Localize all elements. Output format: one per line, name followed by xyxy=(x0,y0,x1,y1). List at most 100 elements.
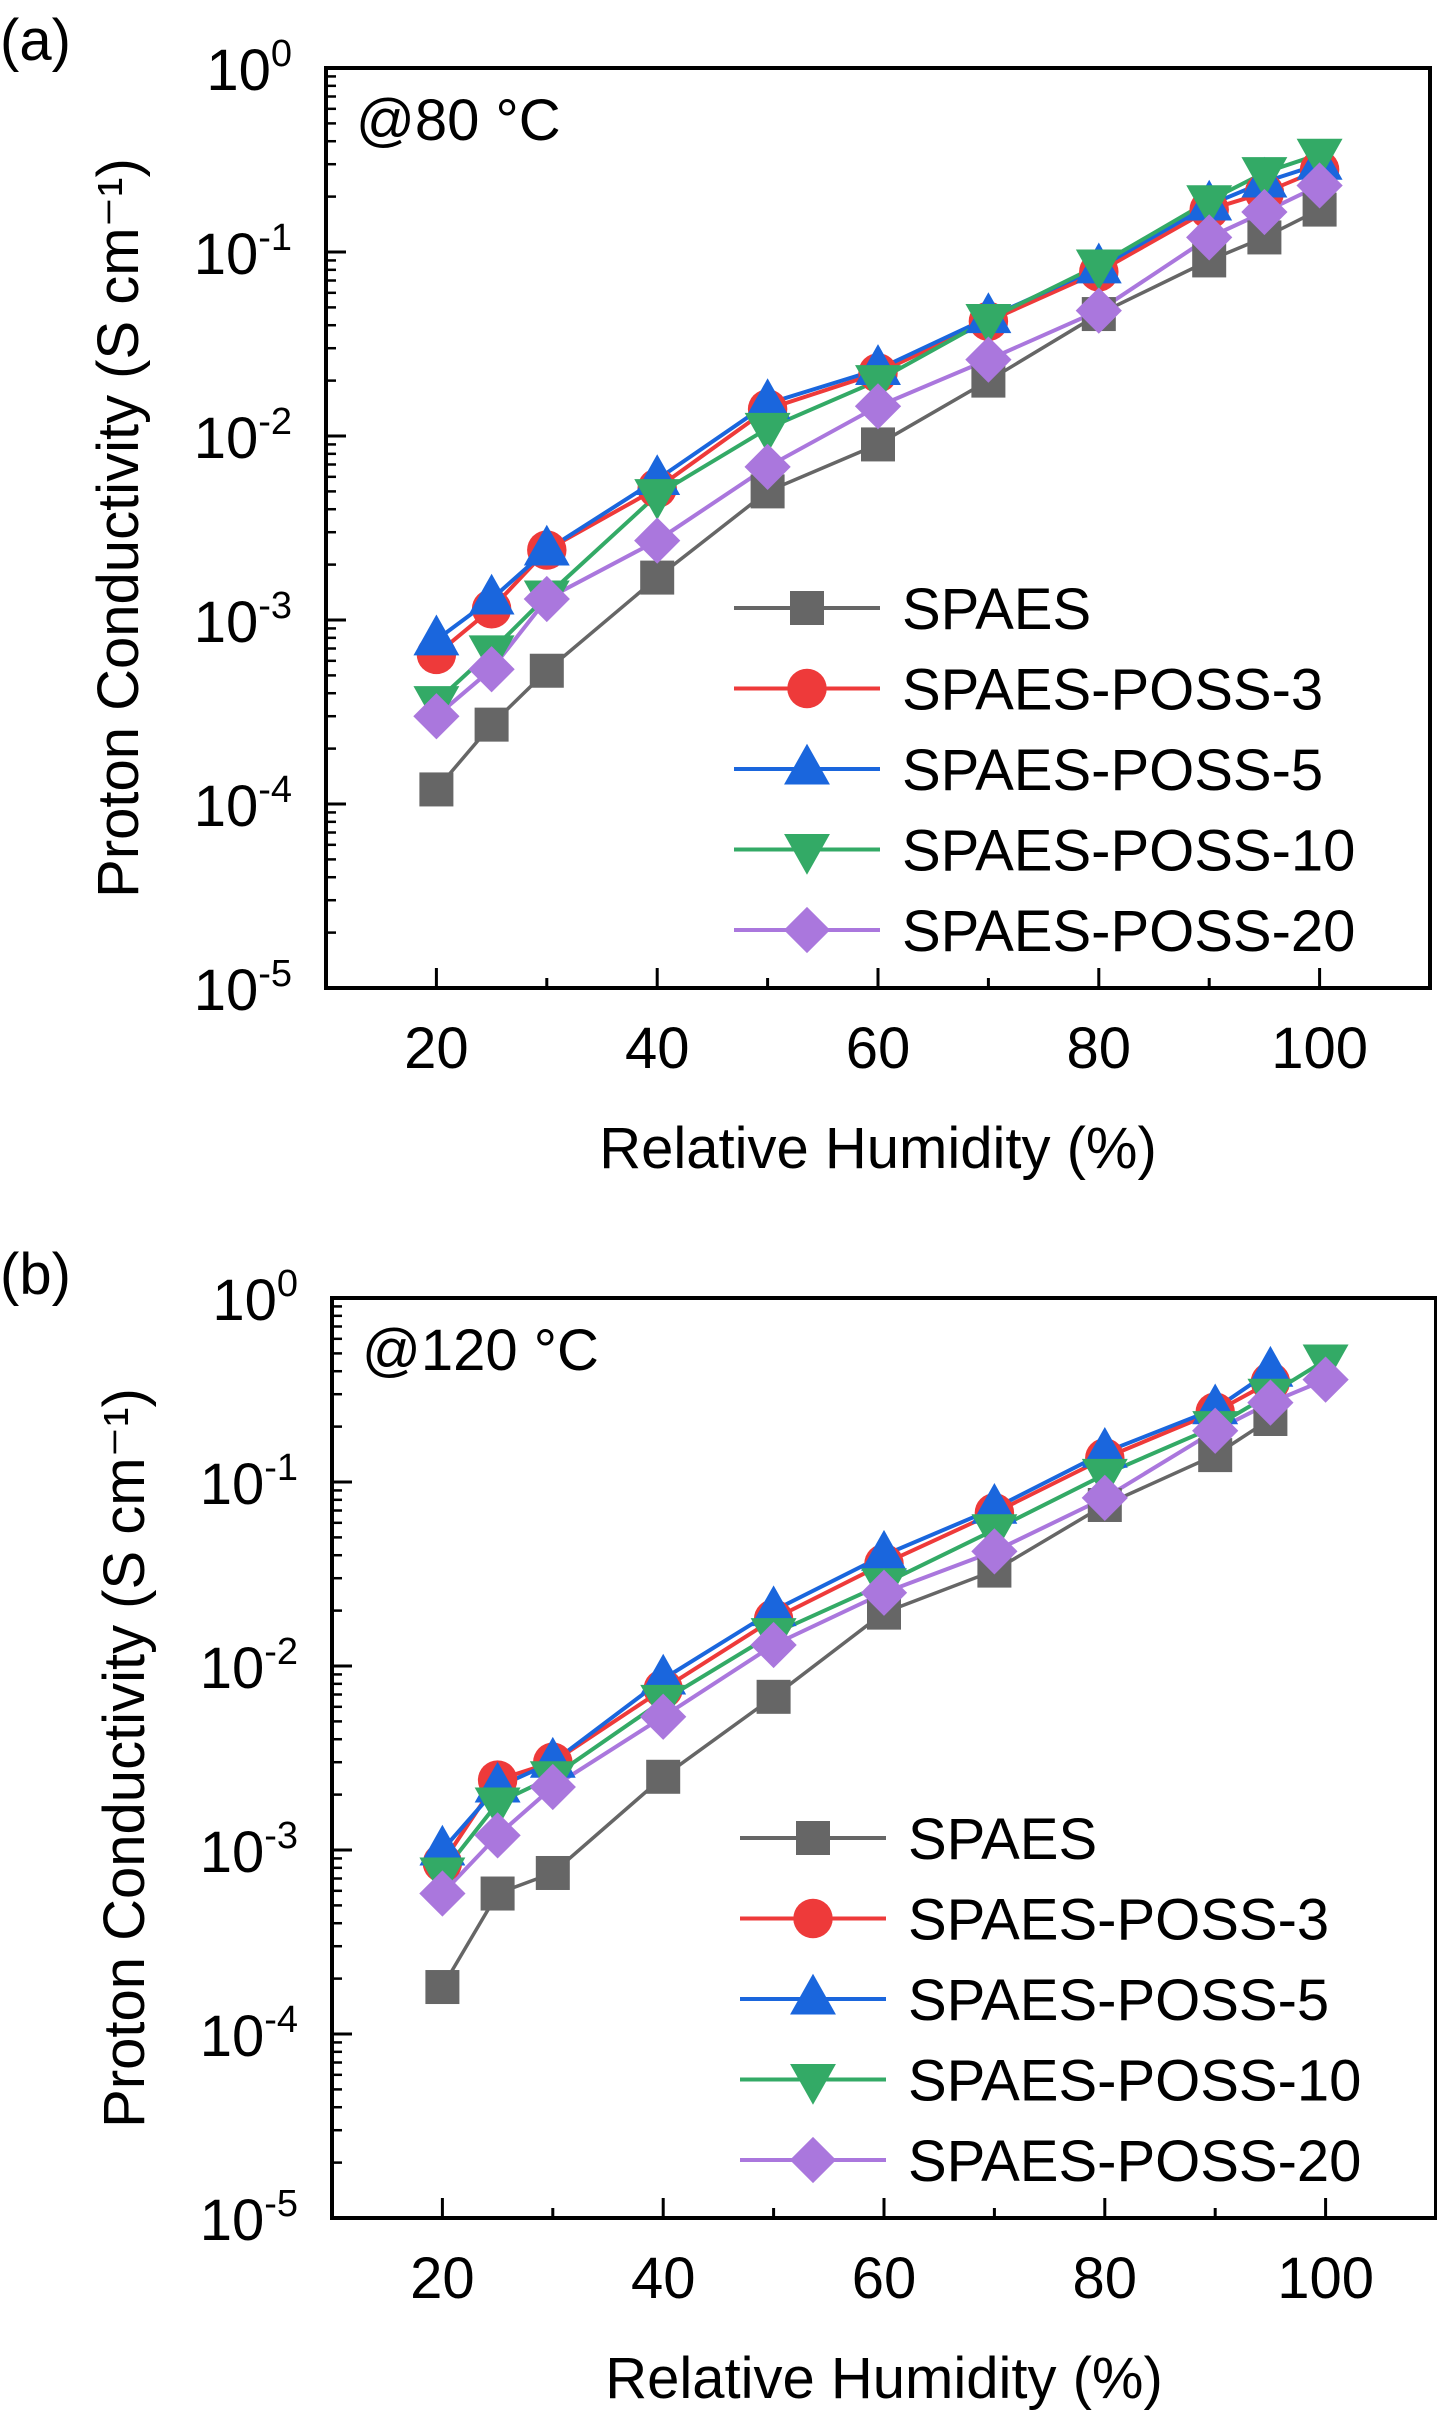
data-point-spaes xyxy=(535,1855,570,1890)
series-line-spaes-poss-5 xyxy=(440,1369,1272,1852)
x-tick-label: 100 xyxy=(1271,1016,1368,1081)
data-point-spaes-poss-5 xyxy=(750,1585,797,1627)
data-point-spaes-poss-20 xyxy=(468,646,515,693)
x-axis-label: Relative Humidity (%) xyxy=(599,1116,1157,1181)
data-point-spaes-poss-5 xyxy=(419,1824,466,1866)
data-point-spaes-poss-20 xyxy=(854,383,902,430)
legend-marker xyxy=(784,833,830,875)
y-tick-base: 10 xyxy=(200,1452,265,1517)
y-tick-exponent: 0 xyxy=(271,33,292,75)
y-tick-base: 10 xyxy=(194,958,259,1023)
data-point-spaes xyxy=(480,1876,515,1911)
y-tick-base: 10 xyxy=(212,1268,277,1333)
legend: SPAES SPAES-POSS-3 SPAES-POSS-5 SPAES-POSS-… xyxy=(740,1807,1361,2194)
data-point-spaes xyxy=(640,560,675,595)
y-tick-exponent: -5 xyxy=(258,953,292,995)
y-tick-label: 10-4 xyxy=(194,769,292,839)
y-tick-label: 10-3 xyxy=(200,1815,298,1885)
data-point-spaes-poss-5 xyxy=(744,378,791,420)
data-point-spaes-poss-10 xyxy=(744,412,791,454)
data-point-spaes-poss-10 xyxy=(1075,249,1122,291)
data-point-spaes-poss-20 xyxy=(523,575,570,623)
y-tick-base: 10 xyxy=(200,1636,265,1701)
data-point-spaes xyxy=(646,1759,681,1794)
y-tick-exponent: -2 xyxy=(264,1631,298,1673)
data-point-spaes-poss-5 xyxy=(1081,1427,1128,1468)
data-point-spaes-poss-20 xyxy=(1302,1356,1349,1403)
y-tick-label: 10-5 xyxy=(200,2183,298,2253)
data-point-spaes-poss-10 xyxy=(1186,185,1233,227)
data-point-spaes-poss-20 xyxy=(1247,1379,1294,1426)
data-point-spaes-poss-20 xyxy=(860,1569,908,1616)
legend-marker xyxy=(784,743,830,785)
legend-item: SPAES-POSS-20 xyxy=(734,899,1355,964)
y-tick-label: 10-4 xyxy=(200,1999,298,2069)
series-line-spaes xyxy=(440,1417,1272,1988)
data-point-spaes-poss-20 xyxy=(640,1693,687,1740)
x-tick-label: 20 xyxy=(410,2246,475,2311)
legend-label: SPAES-POSS-5 xyxy=(902,738,1323,803)
y-tick-base: 10 xyxy=(200,2004,265,2069)
y-tick-base: 10 xyxy=(200,1820,265,1885)
x-tick-label: 80 xyxy=(1073,2246,1138,2311)
legend-marker xyxy=(790,2063,836,2105)
data-point-spaes-poss-20 xyxy=(413,693,460,740)
data-point-spaes-poss-10 xyxy=(1241,157,1288,198)
legend-item: SPAES-POSS-10 xyxy=(734,819,1355,884)
legend-item: SPAES-POSS-3 xyxy=(740,1888,1329,1953)
data-point-spaes-poss-20 xyxy=(1296,162,1343,209)
data-point-spaes-poss-20 xyxy=(529,1763,576,1811)
y-tick-exponent: -3 xyxy=(264,1815,298,1857)
data-point-spaes-poss-5 xyxy=(523,524,570,566)
data-point-spaes-poss-20 xyxy=(1075,287,1122,334)
y-tick-base: 10 xyxy=(206,38,271,103)
x-tick-label: 20 xyxy=(404,1016,469,1081)
data-point-spaes-poss-20 xyxy=(474,1812,521,1859)
temperature-annotation: @80 °C xyxy=(356,88,561,153)
y-tick-label: 10-1 xyxy=(200,1447,298,1517)
x-tick-label: 40 xyxy=(631,2246,696,2311)
legend-label: SPAES-POSS-20 xyxy=(908,2129,1361,2194)
legend-item: SPAES-POSS-3 xyxy=(734,658,1323,723)
legend-item: SPAES-POSS-5 xyxy=(740,1968,1329,2033)
legend-label: SPAES-POSS-3 xyxy=(908,1888,1329,1953)
x-axis-label: Relative Humidity (%) xyxy=(605,2346,1163,2411)
legend-marker xyxy=(790,1973,836,2015)
legend-label: SPAES-POSS-5 xyxy=(908,1968,1329,2033)
legend: SPAES SPAES-POSS-3 SPAES-POSS-5 SPAES-POSS-… xyxy=(734,577,1355,964)
panel-a: (a)20 40 60 80 10010-510-410-310-210-1100Rel… xyxy=(0,8,1432,1181)
y-tick-base: 10 xyxy=(194,406,259,471)
legend-marker xyxy=(789,2136,837,2184)
y-tick-exponent: -4 xyxy=(264,1999,298,2041)
y-tick-label: 10-2 xyxy=(194,401,292,471)
x-tick-label: 60 xyxy=(846,1016,911,1081)
data-point-spaes-poss-10 xyxy=(1296,138,1343,180)
data-point-spaes-poss-10 xyxy=(634,479,681,520)
series-line-spaes-poss-20 xyxy=(440,1377,1327,1895)
legend-item: SPAES xyxy=(740,1807,1097,1872)
data-point-spaes-poss-5 xyxy=(971,1482,1018,1524)
data-point-spaes-poss-20 xyxy=(971,1528,1018,1575)
y-tick-exponent: -4 xyxy=(258,769,292,811)
legend-label: SPAES-POSS-10 xyxy=(902,819,1355,884)
y-tick-label: 10-5 xyxy=(194,953,292,1023)
y-tick-base: 10 xyxy=(194,774,259,839)
data-point-spaes-poss-5 xyxy=(640,1653,687,1695)
y-tick-label: 10-1 xyxy=(194,217,292,287)
y-tick-exponent: -3 xyxy=(258,585,292,627)
data-point-spaes-poss-20 xyxy=(419,1870,466,1917)
legend-label: SPAES-POSS-3 xyxy=(902,658,1323,723)
panel-label: (b) xyxy=(0,1242,71,1307)
data-point-spaes xyxy=(861,427,895,462)
y-tick-exponent: -1 xyxy=(258,217,292,259)
data-point-spaes xyxy=(529,653,564,688)
data-point-spaes xyxy=(419,772,454,807)
data-point-spaes-poss-5 xyxy=(1247,1345,1294,1387)
y-tick-base: 10 xyxy=(194,222,259,287)
series-line-spaes-poss-3 xyxy=(440,1380,1272,1865)
legend-item: SPAES-POSS-20 xyxy=(740,2129,1361,2194)
data-point-spaes xyxy=(425,1970,460,2005)
data-point-spaes-poss-20 xyxy=(750,1621,797,1669)
y-tick-base: 10 xyxy=(194,590,259,655)
